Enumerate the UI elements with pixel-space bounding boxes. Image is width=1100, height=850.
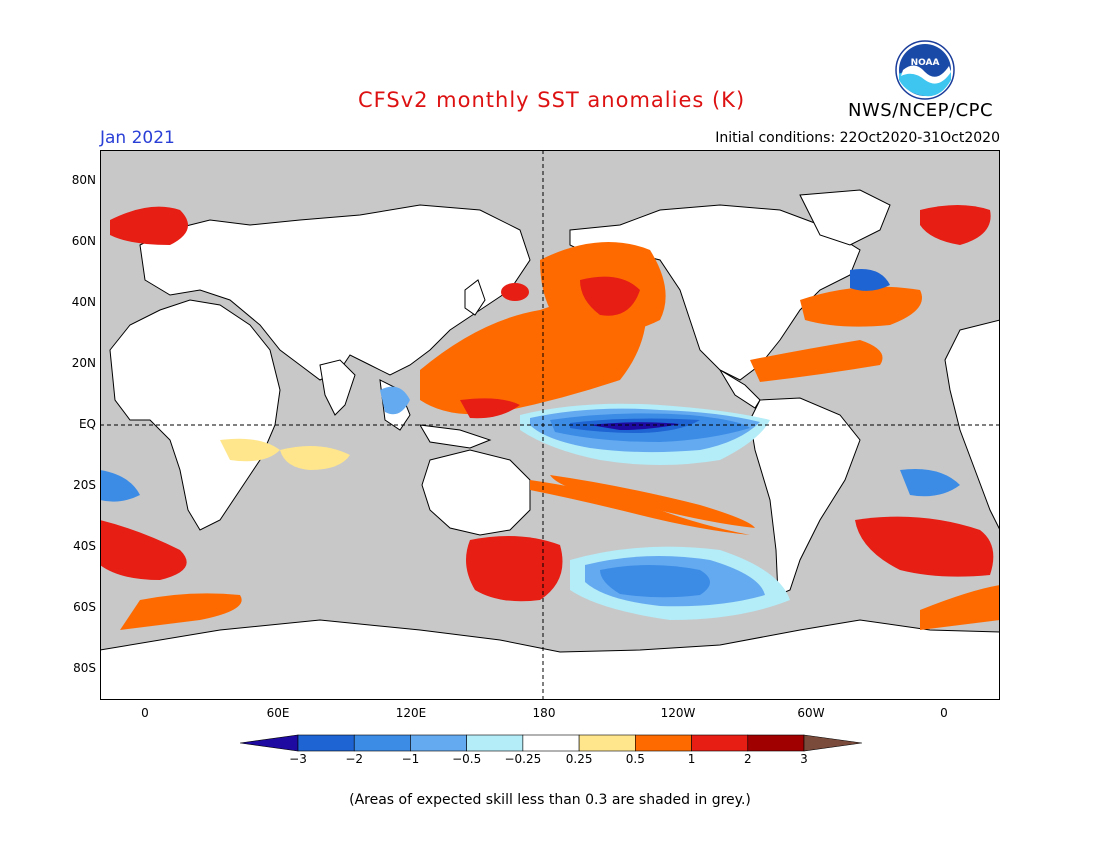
colorbar-segment [240,734,299,752]
land-masses [100,189,1000,700]
colorbar-label: −1 [401,752,420,766]
colorbar-label: −2 [345,752,364,766]
colorbar-segment [578,734,636,752]
colorbar-label: 3 [800,752,808,766]
lat-label: 80N [71,173,96,187]
colorbar-segment [297,734,355,752]
lat-label: 60S [73,600,96,614]
skill-footnote: (Areas of expected skill less than 0.3 a… [349,792,751,808]
colorbar-segment [635,734,692,752]
colorbar-label: 1 [687,752,696,766]
colorbar-label: 0.25 [565,752,593,766]
lon-label: 60W [797,706,825,720]
colorbar-segment [803,734,862,752]
agency-label: NWS/NCEP/CPC [848,100,994,121]
warm-anomalies [100,205,1000,630]
lon-label: 0 [940,706,948,720]
logo-text: NOAA [911,58,940,68]
map-title: CFSv2 monthly SST anomalies (K) [358,88,746,112]
lat-label: EQ [78,417,96,431]
lon-label: 0 [141,706,149,720]
colorbar-segment [353,734,411,752]
forecast-month: Jan 2021 [100,128,175,148]
lat-label: 40N [71,295,96,309]
colorbar-label: 2 [743,752,752,766]
colorbar-label: −3 [289,752,307,766]
colorbar-label: −0.5 [452,752,482,766]
colorbar [240,734,862,752]
initial-conditions: Initial conditions: 22Oct2020-31Oct2020 [715,130,1000,146]
colorbar-segment [466,734,524,752]
colorbar-label: 0.5 [625,752,645,766]
colorbar-segment [410,734,467,752]
cool-anomalies [100,269,960,620]
sst-anomaly-map [100,150,1000,700]
lon-label: 180 [532,706,556,720]
lon-label: 120W [660,706,696,720]
colorbar-segment [691,734,749,752]
lat-label: 60N [71,234,96,248]
lat-label: 20N [71,356,96,370]
colorbar-segment [522,734,580,752]
noaa-logo-icon: NOAA [895,40,955,100]
colorbar-label: −0.25 [504,752,542,766]
lon-label: 60E [266,706,290,720]
lon-label: 120E [395,706,427,720]
lat-label: 80S [73,661,96,675]
lat-label: 40S [73,539,96,553]
colorbar-segment [747,734,805,752]
lat-label: 20S [73,478,96,492]
